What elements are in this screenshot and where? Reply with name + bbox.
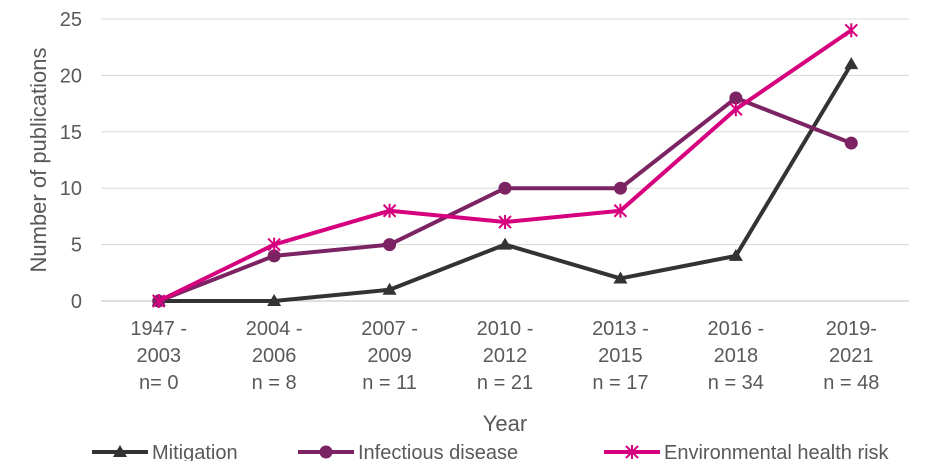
data-point — [267, 294, 282, 306]
x-tick-label: n = 48 — [823, 372, 879, 394]
series-infectious-disease — [152, 91, 858, 308]
legend-label: Infectious disease — [358, 442, 518, 461]
x-tick-label: n = 8 — [252, 372, 297, 394]
data-point — [382, 203, 397, 218]
data-point — [613, 181, 627, 195]
y-tick-label: 0 — [71, 291, 82, 313]
data-point — [844, 136, 858, 150]
legend-entry: Infectious disease — [298, 442, 518, 461]
y-tick-label: 10 — [60, 178, 82, 200]
data-point — [319, 445, 333, 459]
y-tick-labels: 0 5 10 15 20 25 — [60, 9, 82, 313]
legend-entry: Environmental health risk — [604, 442, 890, 461]
data-point — [267, 237, 281, 252]
data-point — [152, 294, 166, 308]
x-tick-labels: 1947 - 2003 n= 0 2004 - 2006 n = 8 2007 - 2009 n… — [130, 318, 879, 394]
y-tick-label: 5 — [71, 235, 82, 257]
x-tick-label: 2007 - — [361, 318, 418, 340]
data-point — [844, 23, 858, 38]
x-tick-label: 2016 - — [707, 318, 764, 340]
data-point — [844, 57, 859, 70]
x-tick-label: n = 11 — [362, 372, 417, 394]
data-point — [729, 102, 743, 117]
y-axis-label: Number of publications — [26, 47, 51, 272]
x-tick-label: 1947 - — [130, 318, 187, 340]
data-point — [613, 203, 628, 218]
x-tick-label: n= 0 — [139, 372, 178, 394]
legend: Mitigation Infectious disease Environmenta… — [92, 442, 890, 461]
legend-label: Mitigation — [152, 442, 238, 461]
data-point — [625, 445, 639, 459]
data-point — [498, 237, 512, 250]
data-point — [728, 248, 743, 261]
data-point — [267, 249, 281, 263]
data-point — [729, 91, 743, 105]
data-point — [382, 282, 397, 295]
data-point — [498, 215, 512, 230]
data-point — [498, 181, 512, 195]
x-axis-label: Year — [483, 411, 527, 436]
series-mitigation — [151, 57, 859, 306]
y-tick-label: 15 — [60, 122, 82, 144]
x-tick-label: 2010 - — [477, 318, 534, 340]
x-tick-label: n = 17 — [592, 372, 648, 394]
x-tick-label: 2012 — [483, 345, 528, 367]
y-tick-label: 25 — [60, 9, 82, 31]
series-environmental-health-risk — [152, 23, 858, 308]
series-lines — [151, 23, 859, 308]
x-tick-label: 2019- — [826, 318, 877, 340]
series-line — [157, 95, 853, 303]
legend-entry: Mitigation — [92, 442, 238, 461]
x-tick-label: n = 34 — [708, 372, 764, 394]
gridlines — [101, 18, 909, 302]
y-tick-label: 20 — [60, 65, 82, 87]
legend-label: Environmental health risk — [664, 442, 890, 461]
x-tick-label: 2021 — [829, 345, 874, 367]
data-point — [613, 271, 628, 284]
x-tick-label: 2009 — [367, 345, 412, 367]
x-tick-label: 2006 — [252, 345, 297, 367]
x-tick-label: 2015 — [598, 345, 643, 367]
x-tick-label: n = 21 — [477, 372, 533, 394]
x-tick-label: 2013 - — [592, 318, 649, 340]
x-tick-label: 2004 - — [246, 318, 303, 340]
data-point — [113, 445, 127, 457]
data-point — [383, 238, 397, 252]
x-tick-label: 2003 — [136, 345, 181, 367]
x-tick-label: 2018 — [714, 345, 759, 367]
